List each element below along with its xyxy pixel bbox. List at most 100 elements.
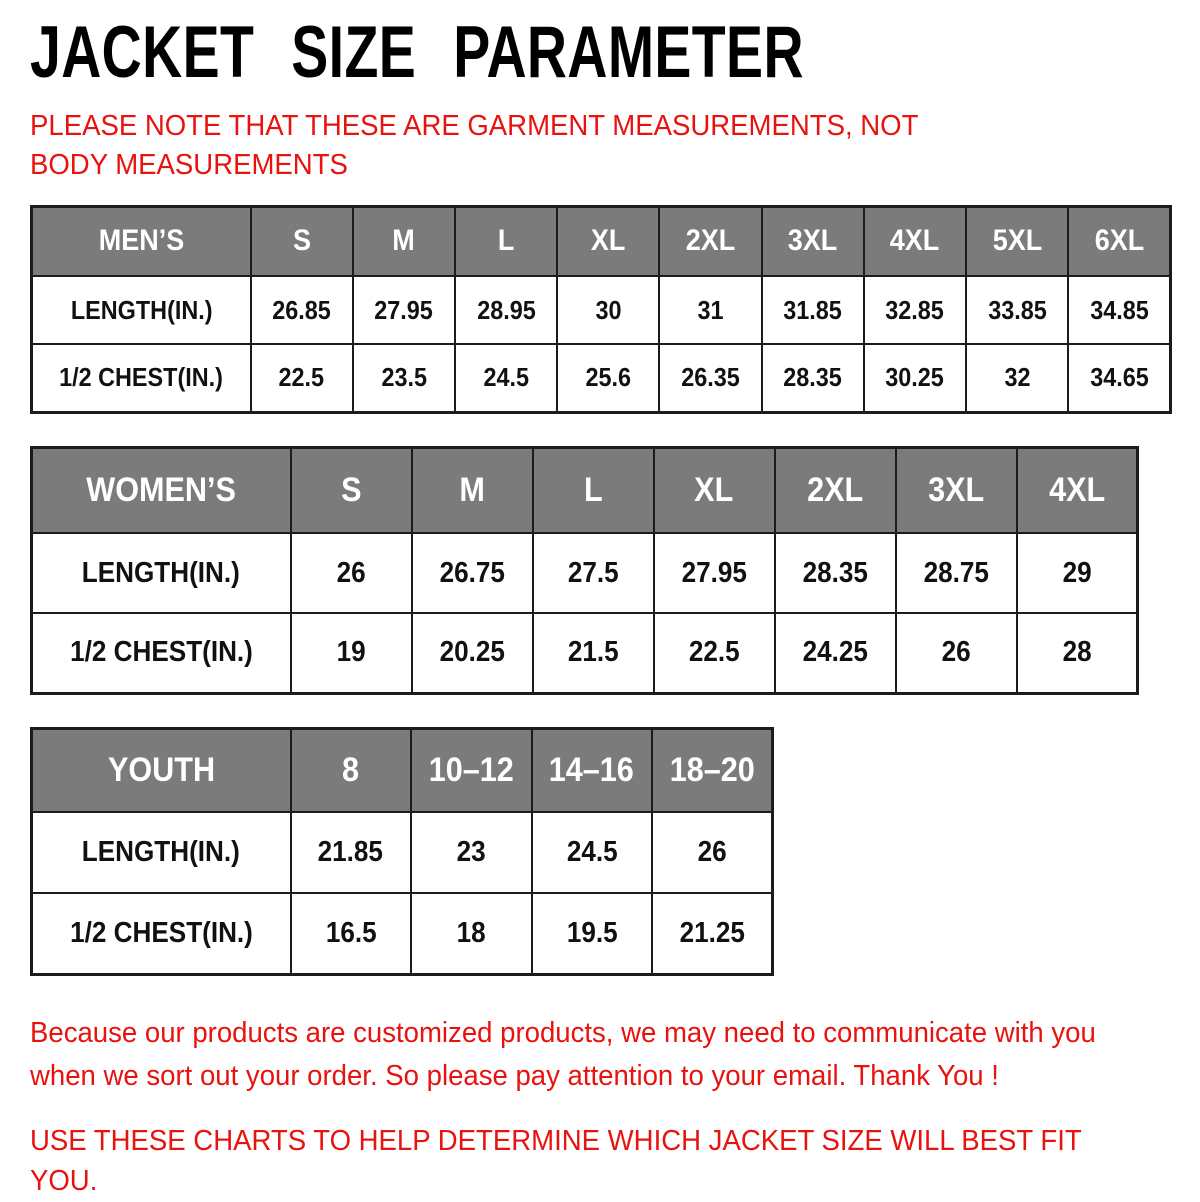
womens-size-label: XL — [694, 470, 734, 509]
womens-value: 26.75 — [439, 556, 505, 589]
womens-size-header-cell: 2XL — [773, 446, 897, 535]
womens-value: 28 — [1062, 636, 1092, 669]
mens-value-cell: 31.85 — [760, 275, 865, 346]
womens-size-label: 4XL — [1048, 470, 1105, 509]
mens-value: 33.85 — [987, 294, 1047, 325]
youth-size-header-cell: 14–16 — [530, 727, 653, 814]
womens-value: 21.5 — [567, 636, 619, 669]
youth-size-label: 8 — [342, 750, 360, 789]
youth-size-header-cell: 10–12 — [410, 727, 533, 814]
womens-size-header-cell: M — [410, 446, 534, 535]
youth-value-cell: 21.85 — [289, 811, 412, 895]
mens-table-title: MEN’S — [98, 224, 184, 258]
womens-value-cell: 29 — [1015, 532, 1139, 615]
mens-value: 28.35 — [783, 362, 842, 393]
womens-value-cell: 28.75 — [894, 532, 1018, 615]
garment-measurements-note-text: PLEASE NOTE THAT THESE ARE GARMENT MEASU… — [30, 109, 918, 181]
mens-row-label: 1/2 CHEST(IN.) — [59, 362, 224, 393]
youth-value-cell: 24.5 — [530, 811, 653, 895]
mens-value: 34.85 — [1089, 294, 1149, 325]
womens-value: 20.25 — [439, 636, 505, 669]
womens-measurement-row: 1/2 CHEST(IN.) 19 20.25 21.5 22.5 24.25 26 28 — [30, 612, 1139, 695]
mens-value-cell: 34.65 — [1067, 343, 1172, 414]
youth-size-table: YOUTH 8 10–12 14–16 18–20 LENGTH(IN.) 21.85 23 2… — [30, 726, 774, 976]
mens-size-label: L — [497, 224, 515, 258]
womens-size-label: S — [340, 470, 362, 509]
womens-measurement-row: LENGTH(IN.) 26 26.75 27.5 27.95 28.35 28.75 29 — [30, 532, 1139, 615]
mens-value-cell: 30 — [556, 275, 661, 346]
mens-size-header-cell: 3XL — [760, 205, 865, 278]
mens-size-table: MEN’S S M L XL 2XL 3XL 4XL 5XL 6XL LENGTH(IN.) 26.8… — [30, 204, 1172, 414]
mens-value: 26.35 — [681, 362, 740, 393]
womens-size-header-cell: S — [289, 446, 413, 535]
womens-value-cell: 21.5 — [531, 612, 655, 695]
youth-size-label: 18–20 — [669, 750, 755, 789]
womens-value: 29 — [1062, 556, 1092, 589]
womens-row-label: 1/2 CHEST(IN.) — [69, 636, 253, 669]
mens-size-label: 2XL — [685, 224, 736, 258]
womens-value-cell: 28 — [1015, 612, 1139, 695]
mens-value-cell: 22.5 — [249, 343, 354, 414]
youth-value: 26 — [697, 836, 727, 869]
mens-value-cell: 25.6 — [556, 343, 661, 414]
youth-value: 24.5 — [566, 836, 618, 869]
womens-value: 26 — [941, 636, 971, 669]
mens-size-header-cell: 2XL — [658, 205, 763, 278]
womens-value: 26 — [336, 556, 366, 589]
womens-value: 19 — [336, 636, 366, 669]
womens-value: 28.35 — [802, 556, 868, 589]
mens-value: 23.5 — [381, 362, 427, 393]
youth-value: 16.5 — [325, 916, 377, 949]
mens-size-header-cell: 6XL — [1067, 205, 1172, 278]
mens-row-label: LENGTH(IN.) — [70, 294, 213, 325]
mens-value-cell: 33.85 — [965, 275, 1070, 346]
womens-header-row: WOMEN’S S M L XL 2XL 3XL 4XL — [30, 446, 1139, 535]
mens-value-cell: 28.35 — [760, 343, 865, 414]
womens-size-label: L — [583, 470, 603, 509]
youth-value: 19.5 — [566, 916, 618, 949]
mens-value-cell: 26.85 — [249, 275, 354, 346]
mens-value-cell: 32.85 — [862, 275, 968, 346]
youth-size-label: 14–16 — [549, 750, 635, 789]
youth-header-row: YOUTH 8 10–12 14–16 18–20 — [30, 727, 774, 814]
womens-row-label-cell: LENGTH(IN.) — [30, 532, 292, 615]
womens-value: 27.5 — [567, 556, 619, 589]
womens-value-cell: 27.5 — [531, 532, 655, 615]
mens-row-label-cell: LENGTH(IN.) — [30, 275, 252, 346]
mens-size-label: 6XL — [1094, 224, 1144, 258]
youth-table-title-cell: YOUTH — [30, 727, 292, 814]
mens-value-cell: 26.35 — [658, 343, 763, 414]
customization-notice: Because our products are customized prod… — [30, 1012, 1180, 1099]
womens-value-cell: 22.5 — [652, 612, 776, 695]
mens-value-cell: 30.25 — [862, 343, 968, 414]
mens-size-header-cell: S — [249, 205, 354, 278]
womens-size-header-cell: XL — [652, 446, 776, 535]
mens-value-cell: 32 — [965, 343, 1070, 414]
chart-usage-note: USE THESE CHARTS TO HELP DETERMINE WHICH… — [30, 1121, 1180, 1202]
womens-value: 28.75 — [923, 556, 989, 589]
womens-table-title: WOMEN’S — [86, 470, 237, 509]
youth-size-header-cell: 18–20 — [651, 727, 774, 814]
womens-value-cell: 20.25 — [410, 612, 534, 695]
womens-size-label: 3XL — [927, 470, 985, 509]
youth-value-cell: 19.5 — [530, 892, 653, 976]
mens-size-header-cell: 4XL — [862, 205, 968, 278]
mens-value-cell: 34.85 — [1067, 275, 1172, 346]
mens-size-header-cell: XL — [556, 205, 661, 278]
youth-size-label: 10–12 — [428, 750, 514, 789]
mens-value: 31.85 — [783, 294, 842, 325]
mens-value-cell: 27.95 — [351, 275, 456, 346]
youth-row-label-cell: 1/2 CHEST(IN.) — [30, 892, 292, 976]
youth-value-cell: 16.5 — [289, 892, 412, 976]
youth-row-label-cell: LENGTH(IN.) — [30, 811, 292, 895]
mens-size-label: 5XL — [992, 224, 1042, 258]
womens-size-label: M — [459, 470, 485, 509]
youth-value-cell: 18 — [410, 892, 533, 976]
womens-size-header-cell: 3XL — [894, 446, 1018, 535]
mens-size-label: 3XL — [787, 224, 838, 258]
womens-value: 24.25 — [802, 636, 868, 669]
youth-measurement-row: 1/2 CHEST(IN.) 16.5 18 19.5 21.25 — [30, 892, 774, 976]
womens-size-header-cell: 4XL — [1015, 446, 1139, 535]
mens-row-label-cell: 1/2 CHEST(IN.) — [30, 343, 252, 414]
mens-value-cell: 31 — [658, 275, 763, 346]
